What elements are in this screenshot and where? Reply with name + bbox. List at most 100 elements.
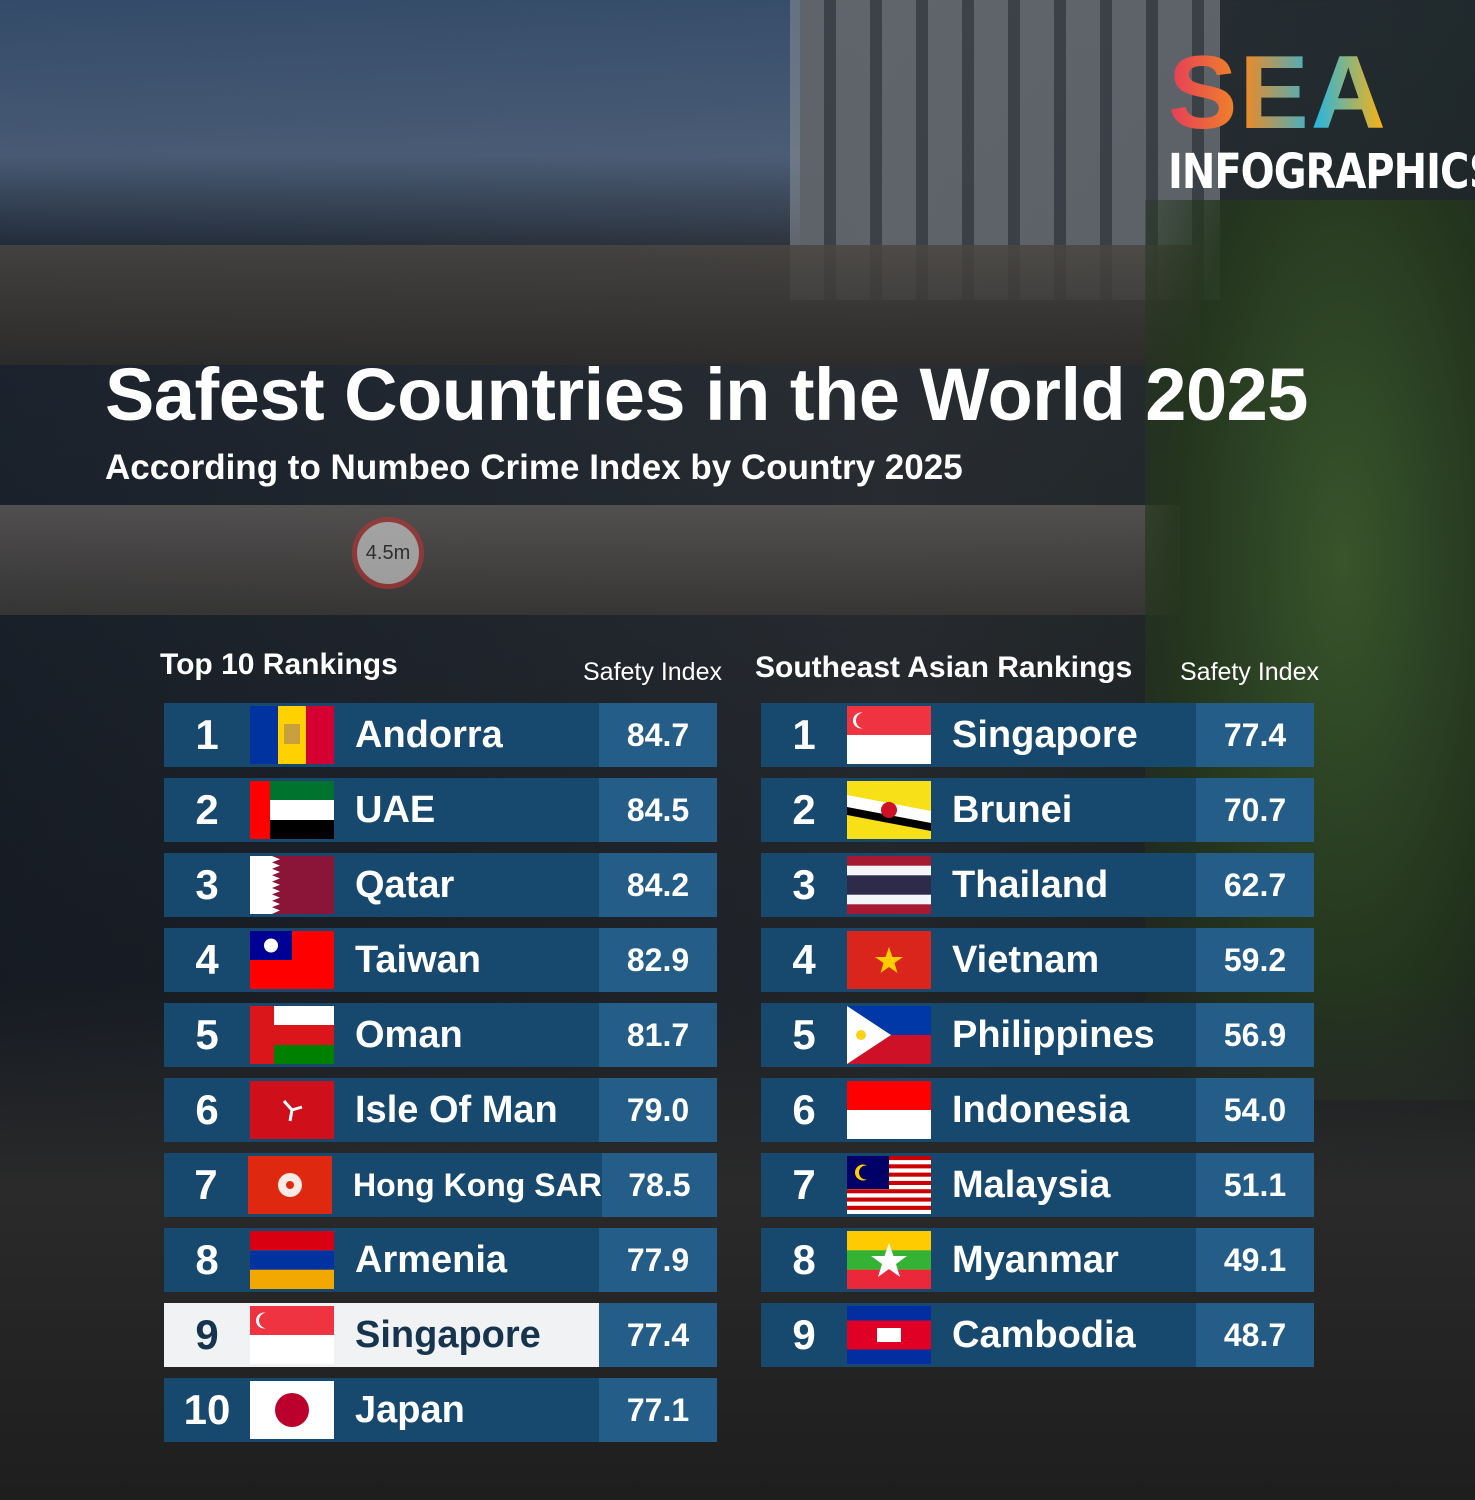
rank-number: 7: [792, 1161, 816, 1208]
malaysia-flag: [847, 1156, 931, 1214]
rank-number: 8: [792, 1236, 816, 1283]
rank-number: 6: [792, 1086, 816, 1133]
right-ranking-row: 8 Myanmar 49.1: [761, 1228, 1314, 1292]
overpass-lower: [0, 505, 1180, 615]
safety-index-value: 77.4: [1196, 703, 1314, 767]
logo-subtext: INFOGRAPHICS: [1168, 145, 1475, 201]
safety-index-value: 48.7: [1196, 1303, 1314, 1367]
hong-kong-flag: [247, 1156, 332, 1214]
country-name: Philippines: [952, 1013, 1155, 1056]
country-name: Indonesia: [952, 1088, 1130, 1131]
safety-index-value: 77.1: [599, 1378, 717, 1442]
country-name: Malaysia: [952, 1163, 1111, 1206]
japan-flag: [250, 1381, 334, 1439]
country-name: Isle Of Man: [355, 1088, 558, 1131]
country-name: Andorra: [355, 713, 503, 756]
andorra-flag: [250, 706, 334, 764]
singapore-flag: [250, 1306, 334, 1364]
country-name: Cambodia: [952, 1313, 1136, 1356]
country-name: Singapore: [355, 1313, 541, 1356]
country-name: Brunei: [952, 788, 1073, 831]
safety-index-value: 56.9: [1196, 1003, 1314, 1067]
uae-flag: [250, 781, 334, 839]
right-ranking-row: 1 Singapore 77.4: [761, 703, 1314, 767]
rank-number: 7: [194, 1161, 218, 1208]
thailand-flag: [847, 856, 931, 914]
right-ranking-row: 2 Brunei 70.7: [761, 778, 1314, 842]
safety-index-value: 84.7: [599, 703, 717, 767]
left-ranking-row: 1 Andorra 84.7: [164, 703, 717, 767]
left-ranking-row: 3 Qatar 84.2: [164, 853, 717, 917]
country-name: Oman: [355, 1013, 463, 1056]
page-subtitle: According to Numbeo Crime Index by Count…: [105, 448, 963, 487]
isle-of-man-flag: [250, 1081, 334, 1139]
safety-index-value: 84.5: [599, 778, 717, 842]
overpass-upper: [0, 245, 1200, 365]
safety-index-value: 78.5: [601, 1153, 717, 1217]
safety-index-value: 77.9: [599, 1228, 717, 1292]
country-name: Thailand: [952, 863, 1109, 906]
country-name: Vietnam: [952, 938, 1100, 981]
height-limit-sign: 4.5m: [352, 517, 424, 589]
safety-index-value: 51.1: [1196, 1153, 1314, 1217]
left-ranking-row: 10 Japan 77.1: [164, 1378, 717, 1442]
taiwan-flag: [250, 931, 334, 989]
philippines-flag: [847, 1006, 931, 1064]
country-name: Japan: [355, 1388, 465, 1431]
rank-number: 6: [195, 1086, 219, 1133]
left-ranking-row: 8 Armenia 77.9: [164, 1228, 717, 1292]
country-name: Qatar: [355, 863, 455, 906]
right-heading: Southeast Asian Rankings: [755, 651, 1133, 684]
safety-index-value: 49.1: [1196, 1228, 1314, 1292]
country-name: Myanmar: [952, 1238, 1119, 1281]
logo-word: SEA: [1168, 41, 1418, 145]
rank-number: 1: [195, 711, 219, 758]
rank-number: 4: [195, 936, 219, 983]
country-name: Hong Kong SAR: [352, 1166, 602, 1203]
left-ranking-row: 2 UAE 84.5: [164, 778, 717, 842]
safety-index-value: 62.7: [1196, 853, 1314, 917]
page-title: Safest Countries in the World 2025: [105, 353, 1308, 436]
rank-number: 3: [792, 861, 816, 908]
right-index-label: Safety Index: [1180, 658, 1319, 686]
right-ranking-row: 4 Vietnam 59.2: [761, 928, 1314, 992]
right-ranking-row: 6 Indonesia 54.0: [761, 1078, 1314, 1142]
country-name: Armenia: [355, 1238, 508, 1281]
singapore-flag: [847, 706, 931, 764]
qatar-flag: [250, 856, 334, 914]
rank-number: 2: [195, 786, 219, 833]
safety-index-value: 59.2: [1196, 928, 1314, 992]
armenia-flag: [250, 1231, 334, 1289]
right-ranking-row: 3 Thailand 62.7: [761, 853, 1314, 917]
oman-flag: [250, 1006, 334, 1064]
rank-number: 8: [195, 1236, 219, 1283]
country-name: UAE: [355, 788, 436, 831]
rank-number: 5: [195, 1011, 219, 1058]
rank-number: 4: [792, 936, 816, 983]
right-ranking-row: 5 Philippines 56.9: [761, 1003, 1314, 1067]
left-ranking-row: 4 Taiwan 82.9: [164, 928, 717, 992]
left-ranking-row: 5 Oman 81.7: [164, 1003, 717, 1067]
cambodia-flag: [847, 1306, 931, 1364]
myanmar-flag: [847, 1231, 931, 1289]
rank-number: 5: [792, 1011, 816, 1058]
right-ranking-row: 7 Malaysia 51.1: [761, 1153, 1314, 1217]
rank-number: 1: [792, 711, 816, 758]
vietnam-flag: [847, 931, 931, 989]
safety-index-value: 77.4: [599, 1303, 717, 1367]
safety-index-value: 82.9: [599, 928, 717, 992]
rank-number: 9: [792, 1311, 816, 1358]
safety-index-value: 79.0: [599, 1078, 717, 1142]
country-name: Taiwan: [355, 938, 481, 981]
rank-number: 2: [792, 786, 816, 833]
sky: [0, 0, 800, 260]
left-ranking-row: 7 Hong Kong SAR 78.5: [164, 1153, 717, 1217]
brunei-flag: [847, 781, 931, 839]
safety-index-value: 81.7: [599, 1003, 717, 1067]
country-name: Singapore: [952, 713, 1138, 756]
left-ranking-row: 6 Isle Of Man 79.0: [164, 1078, 717, 1142]
height-limit-sign-text: 4.5m: [365, 541, 411, 564]
safety-index-value: 84.2: [599, 853, 717, 917]
rank-number: 9: [195, 1311, 219, 1358]
safety-index-value: 54.0: [1196, 1078, 1314, 1142]
